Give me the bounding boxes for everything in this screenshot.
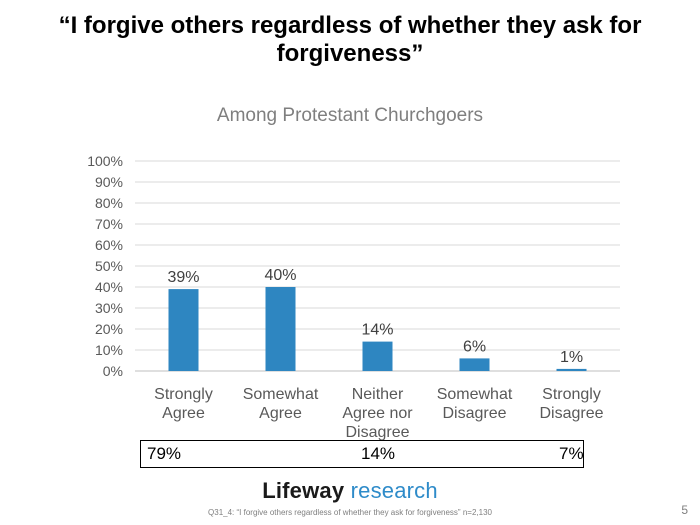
- x-tick-label: Somewhat Disagree: [437, 386, 513, 422]
- footnote: Q31_4: “I forgive others regardless of w…: [208, 508, 492, 517]
- data-label: 6%: [463, 338, 486, 355]
- lifeway-research-logo: Lifeway research: [0, 478, 700, 504]
- x-tick-label-line: Disagree: [345, 424, 409, 441]
- summary-disagree: 7%: [559, 444, 584, 463]
- x-tick-label-line: Agree: [259, 405, 302, 422]
- x-tick-label-line: Somewhat: [437, 386, 513, 403]
- data-label: 40%: [264, 267, 296, 284]
- summary-box: 79% 14% 7%: [140, 440, 584, 468]
- x-tick-label: Neither Agree nor Disagree: [342, 386, 413, 441]
- chart-title: Among Protestant Churchgoers: [216, 105, 484, 126]
- data-label: 14%: [361, 322, 393, 339]
- logo-word: Lifeway: [262, 478, 345, 503]
- x-tick-label-line: Disagree: [442, 405, 506, 422]
- x-tick-label-line: Neither: [352, 386, 404, 403]
- x-tick-label-line: Strongly: [542, 386, 601, 403]
- slide-title: “I forgive others regardless of whether …: [58, 12, 642, 67]
- x-tick-label: Somewhat Agree: [243, 386, 319, 422]
- y-tick-label: 80%: [95, 195, 123, 211]
- summary-agree: 79%: [147, 444, 182, 463]
- y-tick-label: 60%: [95, 237, 123, 253]
- data-label: 1%: [560, 349, 583, 366]
- y-tick-label: 40%: [95, 279, 123, 295]
- y-tick-label: 10%: [95, 342, 123, 358]
- summary-neither: 14%: [361, 444, 396, 463]
- bar: [168, 289, 199, 371]
- bar: [556, 368, 587, 371]
- x-tick-label-line: Agree: [162, 405, 205, 422]
- x-tick-label-line: Strongly: [154, 386, 213, 403]
- bar: [459, 358, 490, 371]
- x-tick-label-line: Disagree: [539, 405, 603, 422]
- bar: [265, 287, 296, 371]
- logo-suffix: research: [344, 478, 438, 503]
- y-tick-label: 20%: [95, 321, 123, 337]
- y-tick-label: 50%: [95, 258, 123, 274]
- x-tick-label-line: Somewhat: [243, 386, 319, 403]
- bar: [362, 341, 393, 371]
- data-label: 39%: [167, 269, 199, 286]
- x-tick-label: Strongly Agree: [154, 386, 213, 422]
- y-tick-label: 90%: [95, 174, 123, 190]
- y-tick-label: 70%: [95, 216, 123, 232]
- x-tick-label: Strongly Disagree: [539, 386, 603, 422]
- y-tick-label: 0%: [103, 363, 123, 379]
- y-tick-label: 100%: [87, 153, 123, 169]
- y-tick-label: 30%: [95, 300, 123, 316]
- page-number: 5: [681, 503, 688, 517]
- x-tick-label-line: Agree nor: [342, 405, 413, 422]
